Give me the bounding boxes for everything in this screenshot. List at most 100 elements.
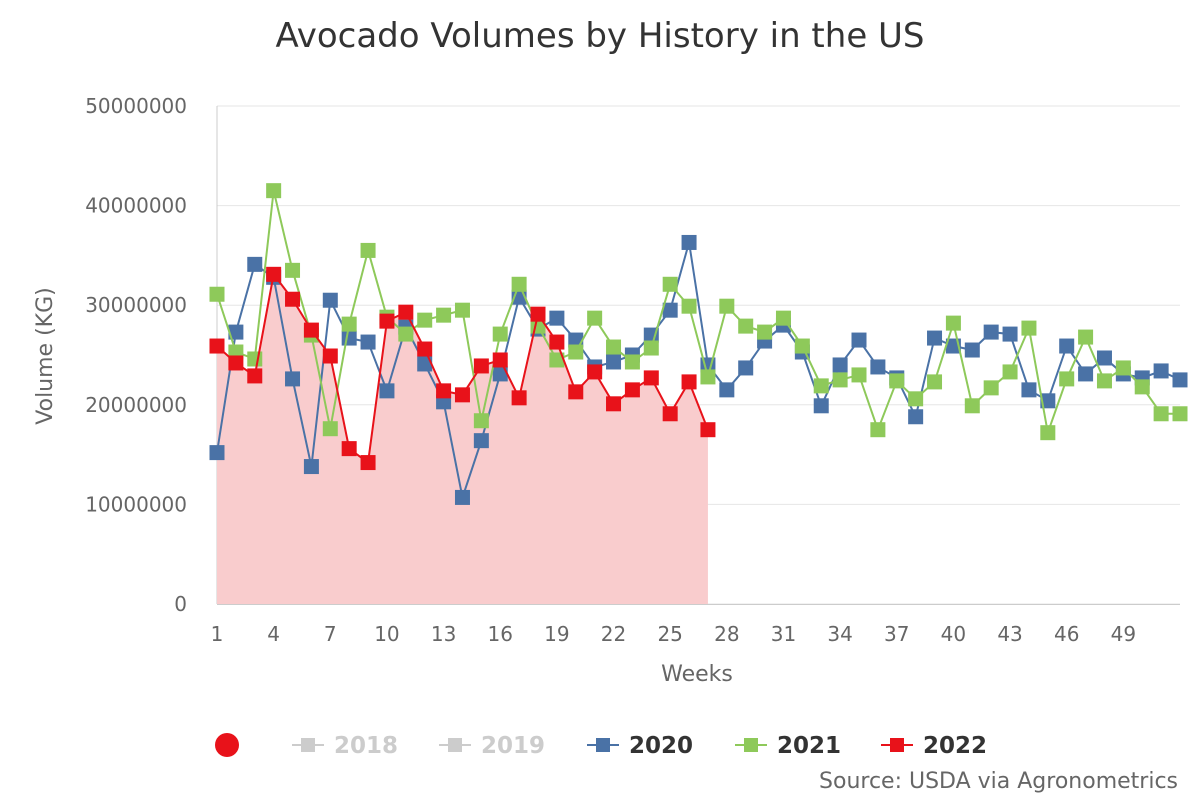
x-tick-label: 34 — [827, 622, 852, 646]
data-point-2022 — [398, 304, 414, 320]
data-point-2020 — [1153, 363, 1169, 379]
data-point-2020 — [870, 359, 886, 375]
data-point-2022 — [681, 374, 697, 390]
data-point-2021 — [360, 242, 376, 258]
data-point-2021 — [549, 352, 565, 368]
data-point-2020 — [228, 324, 244, 340]
data-point-2020 — [1021, 382, 1037, 398]
y-tick-label: 30000000 — [85, 293, 187, 317]
x-axis-tick-labels: 1 4 7 10 13 16 19 22 25 28 31 34 37 40 43 46 49 — [211, 622, 1136, 646]
legend-item-2020[interactable]: 2020 — [587, 733, 693, 759]
data-point-2020 — [303, 459, 319, 475]
series-2022-area — [217, 274, 708, 604]
data-point-2022 — [568, 384, 584, 400]
data-point-2021 — [738, 318, 754, 334]
legend-square-icon — [744, 738, 758, 752]
legend-item-2018[interactable]: 2018 — [292, 733, 398, 759]
data-point-2022 — [247, 368, 263, 384]
legend: 2018 2019 2020 2021 2022 — [215, 733, 987, 759]
data-point-2020 — [927, 330, 943, 346]
data-point-2020 — [832, 357, 848, 373]
data-point-2021 — [436, 307, 452, 323]
legend-square-icon — [596, 738, 610, 752]
data-point-2020 — [379, 383, 395, 399]
data-point-2020 — [247, 256, 263, 272]
source-note: Source: USDA via Agronometrics — [819, 769, 1178, 794]
data-point-2021 — [1078, 329, 1094, 345]
data-point-2020 — [964, 342, 980, 358]
legend-label[interactable]: 2018 — [334, 733, 398, 759]
data-point-2020 — [983, 324, 999, 340]
data-point-2021 — [662, 276, 678, 292]
data-point-2022 — [624, 382, 640, 398]
x-tick-label: 10 — [374, 622, 399, 646]
x-tick-label: 22 — [601, 622, 626, 646]
legend-item-2021[interactable]: 2021 — [735, 733, 841, 759]
legend-label[interactable]: 2019 — [481, 733, 545, 759]
legend-label[interactable]: 2022 — [923, 733, 987, 759]
data-point-2021 — [757, 324, 773, 340]
data-point-2021 — [870, 422, 886, 438]
data-point-2021 — [1153, 406, 1169, 422]
data-point-2021 — [813, 378, 829, 394]
data-point-2022 — [285, 291, 301, 307]
data-point-2021 — [322, 421, 338, 437]
data-point-2021 — [341, 316, 357, 332]
legend-label[interactable]: 2020 — [629, 733, 693, 759]
legend-square-icon — [448, 738, 462, 752]
y-tick-label: 50000000 — [85, 94, 187, 118]
y-axis-title: Volume (KG) — [33, 287, 58, 424]
plot-area — [209, 183, 1188, 604]
legend-toggle-icon[interactable] — [215, 733, 239, 757]
data-point-2020 — [1172, 372, 1188, 388]
data-point-2021 — [927, 374, 943, 390]
y-axis-tick-labels: 0 10000000 20000000 30000000 40000000 5000000… — [85, 94, 187, 616]
x-tick-label: 43 — [997, 622, 1022, 646]
legend-item-2019[interactable]: 2019 — [439, 733, 545, 759]
data-point-2020 — [417, 356, 433, 372]
x-tick-label: 28 — [714, 622, 739, 646]
data-point-2021 — [851, 367, 867, 383]
data-point-2021 — [417, 312, 433, 328]
legend-item-2022[interactable]: 2022 — [881, 733, 987, 759]
data-point-2020 — [908, 409, 924, 425]
data-point-2022 — [266, 266, 282, 282]
data-point-2022 — [436, 383, 452, 399]
legend-label[interactable]: 2021 — [777, 733, 841, 759]
data-point-2020 — [1096, 350, 1112, 366]
data-point-2021 — [719, 298, 735, 314]
data-point-2021 — [832, 372, 848, 388]
data-point-2022 — [322, 348, 338, 364]
data-point-2020 — [322, 292, 338, 308]
data-point-2020 — [681, 234, 697, 250]
series-2021-line — [216, 190, 1180, 437]
data-point-2022 — [700, 422, 716, 438]
chart-title: Avocado Volumes by History in the US — [275, 16, 924, 56]
data-point-2022 — [341, 441, 357, 457]
x-tick-label: 31 — [771, 622, 796, 646]
data-point-2020 — [1059, 338, 1075, 354]
x-tick-label: 46 — [1054, 622, 1079, 646]
y-tick-label: 40000000 — [85, 194, 187, 218]
data-point-2021 — [247, 351, 263, 367]
data-point-2021 — [1172, 406, 1188, 422]
data-point-2021 — [1002, 364, 1018, 380]
y-tick-label: 10000000 — [85, 492, 187, 516]
data-point-2021 — [681, 298, 697, 314]
data-point-2020 — [473, 433, 489, 449]
data-point-2022 — [303, 322, 319, 338]
data-point-2022 — [492, 352, 508, 368]
data-point-2021 — [964, 398, 980, 414]
data-point-2022 — [417, 341, 433, 357]
data-point-2021 — [398, 326, 414, 342]
data-point-2021 — [624, 354, 640, 370]
series-2020-line — [216, 242, 1181, 502]
legend-square-icon — [890, 738, 904, 752]
data-point-2022 — [473, 358, 489, 374]
data-point-2020 — [662, 302, 678, 318]
data-point-2021 — [606, 339, 622, 355]
data-point-2021 — [775, 310, 791, 326]
data-point-2022 — [530, 306, 546, 322]
x-tick-label: 16 — [488, 622, 513, 646]
data-point-2021 — [454, 302, 470, 318]
